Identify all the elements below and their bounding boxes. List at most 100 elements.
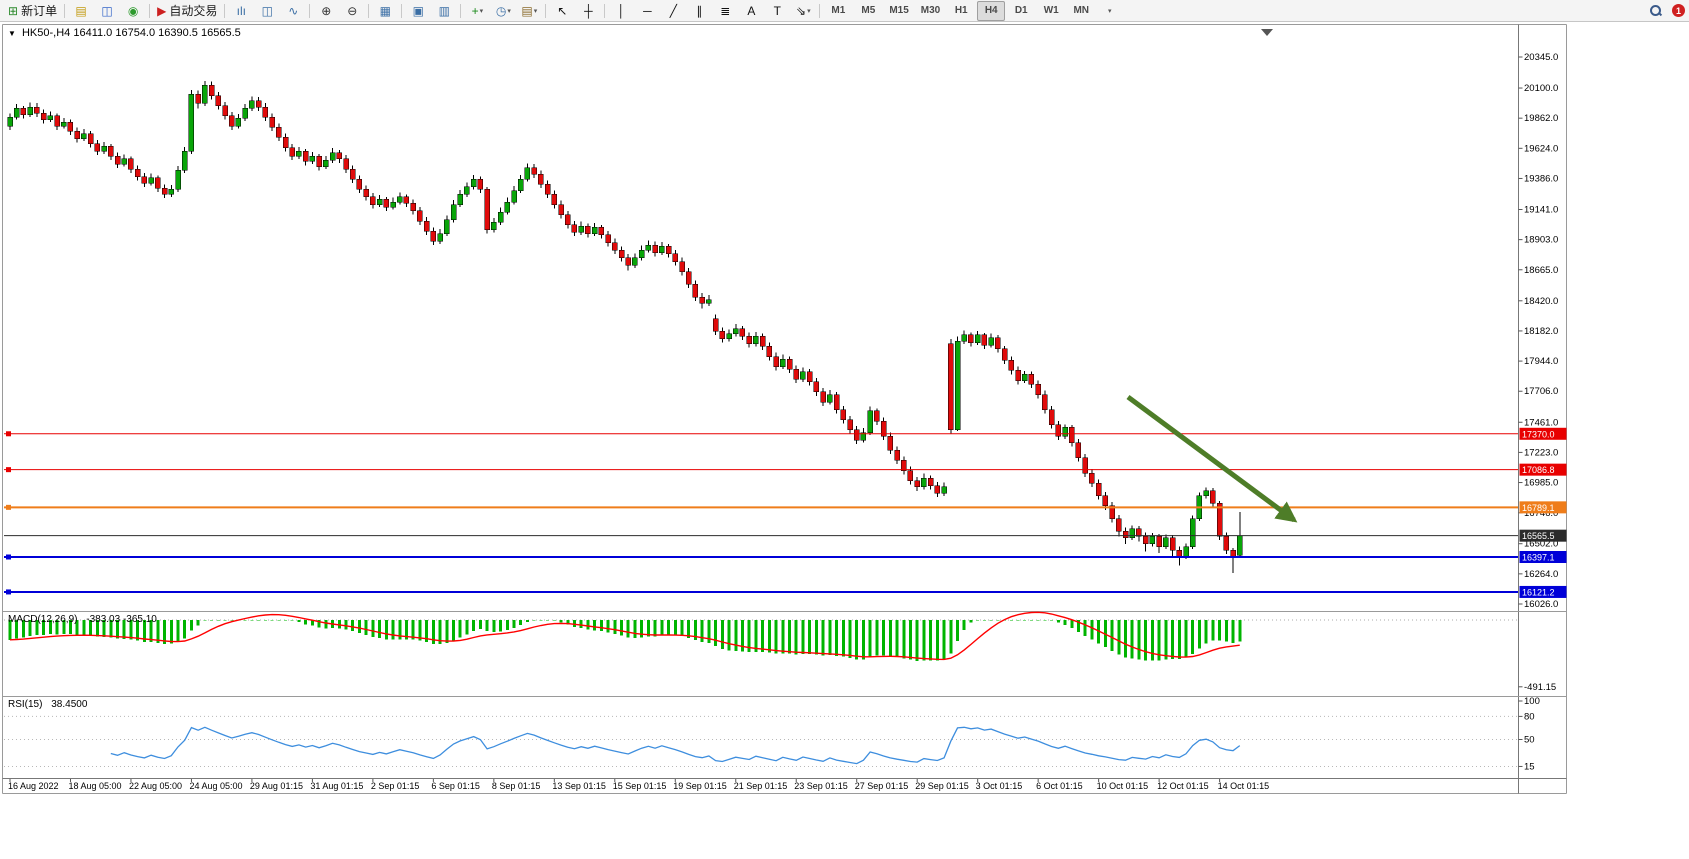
line-anchor-handle[interactable] (6, 431, 11, 437)
line-anchor-handle[interactable] (6, 467, 11, 473)
zoom-in-button[interactable]: ⊕ (314, 1, 338, 21)
macd-bar (613, 620, 617, 634)
candle-body (538, 173, 544, 185)
candle-body (397, 196, 403, 203)
timeframe-h1-button[interactable]: H1 (954, 5, 968, 16)
candle-body (591, 227, 598, 234)
macd-bar (196, 620, 200, 626)
candle-body (464, 186, 470, 195)
candle-body (659, 246, 665, 253)
vertical-line-button[interactable]: │ (609, 1, 633, 21)
new-order-button[interactable]: ⊞ 新订单 (5, 1, 60, 21)
candle-body (753, 336, 759, 345)
time-axis-label: 29 Aug 01:15 (250, 781, 303, 791)
macd-bar (1076, 620, 1080, 632)
trend-arrow[interactable] (1126, 394, 1298, 523)
line-chart-button[interactable]: ∿ (281, 1, 305, 21)
macd-bar (89, 620, 93, 636)
templates-button[interactable]: ▤ ▾ (517, 1, 541, 21)
timeframe-m1-button[interactable]: M1 (831, 5, 846, 16)
candle-body (255, 100, 262, 108)
line-anchor-handle[interactable] (6, 554, 11, 560)
trendline-icon: ╱ (669, 3, 677, 18)
timeframe-d1-button[interactable]: D1 (1014, 5, 1028, 16)
candlestick-chart-button[interactable]: ◫ (255, 1, 279, 21)
candle-body (477, 178, 484, 190)
data-window-button[interactable]: ◫ (95, 1, 119, 21)
macd-bar (620, 620, 624, 636)
trendline-button[interactable]: ╱ (661, 1, 685, 21)
candle-body (1223, 536, 1230, 551)
candle-body (262, 106, 269, 118)
candle-body (827, 394, 833, 403)
macd-bar (1124, 620, 1128, 658)
macd-bar (1056, 620, 1060, 623)
price-label-box (1519, 501, 1567, 514)
candle-body (155, 177, 161, 189)
macd-bar (646, 620, 650, 637)
navigator-button[interactable]: ◉ (121, 1, 145, 21)
macd-bar (1029, 620, 1033, 621)
chart-shift-marker[interactable] (1261, 29, 1273, 36)
text-label-button[interactable]: T (765, 1, 789, 21)
timeframe-h4-button[interactable]: H4 (977, 0, 1006, 21)
candle-body (612, 242, 618, 251)
zoom-out-button[interactable]: ⊖ (340, 1, 364, 21)
bar-chart-button[interactable]: ılı (229, 1, 253, 21)
macd-bar (1150, 620, 1154, 661)
notification-badge[interactable]: 1 (1672, 4, 1685, 17)
macd-bar (680, 620, 684, 637)
macd-bar (700, 620, 704, 642)
timeframe-m30-button[interactable]: M30 (920, 5, 941, 16)
autotrading-button[interactable]: ▶ 自动交易 (154, 1, 220, 21)
macd-bar (149, 620, 153, 643)
macd-bar (566, 620, 570, 625)
macd-bar (808, 620, 812, 655)
candle-body (1062, 427, 1068, 437)
toolbar-separator (149, 3, 151, 18)
macd-bar (781, 620, 785, 654)
fibonacci-button[interactable]: ≣ (713, 1, 737, 21)
charts-list-button[interactable]: ▤ (69, 1, 93, 21)
candle-body (880, 420, 887, 437)
channel-button[interactable]: ∥ (687, 1, 711, 21)
price-axis-label: 20345.0 (1524, 52, 1558, 63)
line-anchor-handle[interactable] (6, 504, 11, 510)
timeframe-m15-button[interactable]: M15 (889, 5, 909, 16)
candle-body (457, 194, 463, 205)
price-axis-label: 19624.0 (1524, 143, 1558, 154)
candle-body (531, 167, 537, 175)
macd-name: MACD(12,26,9) (8, 614, 78, 625)
candle-body (363, 189, 369, 198)
cascade-windows-button[interactable]: ▥ (432, 1, 456, 21)
candle-body (1048, 409, 1055, 426)
candle-body (544, 184, 551, 195)
toolbar-overflow-button[interactable]: ▾ (1097, 1, 1121, 21)
timeframe-m5-button[interactable]: M5 (861, 5, 876, 16)
price-axis-label: 18182.0 (1524, 326, 1558, 337)
candle-body (376, 199, 383, 205)
candle-body (820, 391, 826, 403)
macd-bar (734, 620, 738, 651)
crosshair-button[interactable]: ┼ (576, 1, 600, 21)
indicators-button[interactable]: + ▾ (465, 1, 489, 21)
horizontal-line-button[interactable]: ─ (635, 1, 659, 21)
timeframe-mn-button[interactable]: MN (1073, 5, 1090, 16)
candle-body (1129, 528, 1135, 538)
indicators-icon: + (471, 3, 479, 18)
clock-icon: ◷ (495, 3, 507, 18)
candle-body (7, 116, 13, 127)
timeframe-w1-button[interactable]: W1 (1043, 5, 1059, 16)
line-anchor-handle[interactable] (6, 589, 11, 595)
tile-windows-button[interactable]: ▦ (373, 1, 397, 21)
cursor-button[interactable]: ↖ (550, 1, 574, 21)
candle-body (148, 177, 154, 184)
candlestick-icon: ◫ (261, 3, 273, 18)
text-button[interactable]: A (739, 1, 763, 21)
periods-button[interactable]: ◷ ▾ (491, 1, 515, 21)
search-button[interactable] (1643, 1, 1667, 21)
arrows-button[interactable]: ⇘ ▾ (791, 1, 815, 21)
chart-menu-icon[interactable]: ▼ (8, 29, 16, 38)
auto-arrange-button[interactable]: ▣ (406, 1, 430, 21)
time-axis-label: 22 Aug 05:00 (129, 781, 182, 791)
